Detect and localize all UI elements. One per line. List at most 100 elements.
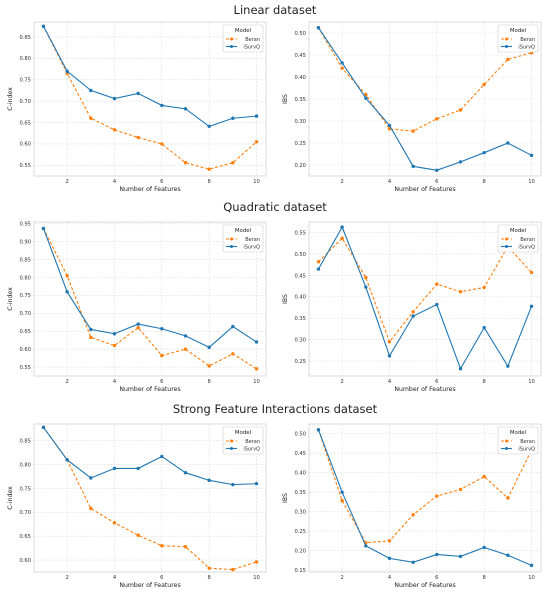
- y-tick-label: 0.65: [19, 329, 31, 335]
- y-tick-label: 0.50: [294, 432, 306, 438]
- data-point-isurvq: [207, 124, 211, 129]
- y-tick-label: 0.60: [19, 347, 31, 353]
- y-tick-label: 0.80: [19, 462, 31, 468]
- data-point-isurvq: [340, 61, 344, 65]
- plot-frame: [308, 21, 542, 177]
- x-tick-label: 8: [483, 179, 486, 185]
- data-point-isurvq: [340, 490, 344, 494]
- data-point-isurvq: [207, 345, 211, 350]
- data-point-beran: [482, 82, 486, 87]
- legend-label-beran: Beran: [245, 439, 260, 445]
- legend-label-beran: Beran: [520, 439, 535, 445]
- chart-strong-ibs: 2 4 6 8 10 0.15 0.20 0.25 0.30 0.35 0.40 0.45 0.50 Nu…: [282, 423, 542, 589]
- x-tick-label: 2: [340, 575, 343, 581]
- legend-marker-isurvq: [230, 45, 233, 48]
- data-point-isurvq: [136, 91, 140, 96]
- y-axis-label: C-index: [7, 486, 14, 510]
- data-point-isurvq: [435, 552, 439, 557]
- data-point-beran: [160, 142, 164, 146]
- data-point-beran: [435, 117, 439, 121]
- data-point-isurvq: [364, 96, 368, 100]
- data-point-isurvq: [254, 481, 259, 486]
- data-point-beran: [254, 367, 259, 371]
- data-point-beran: [435, 494, 439, 498]
- plot-frame: [308, 423, 542, 573]
- data-point-beran: [136, 325, 140, 330]
- data-point-beran: [254, 140, 259, 144]
- x-tick-label: 10: [528, 575, 535, 581]
- data-point-beran: [183, 161, 188, 165]
- legend-label-isurvq: iSurvQ: [518, 244, 535, 250]
- y-tick-label: 0.55: [19, 365, 31, 371]
- data-point-beran: [340, 66, 344, 70]
- chart-linear-cindex: 2 4 6 8 10 0.55 0.60 0.65 0.70 0.75 0.80 0.85 Number…: [7, 21, 267, 193]
- legend-marker-isurvq: [505, 447, 508, 450]
- x-tick-label: 4: [113, 575, 117, 581]
- data-point-isurvq: [183, 334, 188, 338]
- data-point-beran: [207, 566, 211, 570]
- data-point-isurvq: [112, 96, 117, 101]
- data-point-beran: [160, 544, 164, 548]
- y-tick-label: 0.75: [19, 293, 31, 299]
- x-tick-label: 6: [160, 575, 163, 581]
- series-line-isurvq: [43, 427, 257, 486]
- x-tick-label: 2: [340, 379, 343, 385]
- x-tick-label: 10: [528, 179, 535, 185]
- plot-frame: [308, 221, 542, 377]
- data-point-beran: [112, 343, 117, 348]
- plot-frame: [33, 221, 267, 377]
- y-tick-label: 0.15: [294, 568, 306, 574]
- legend-label-isurvq: iSurvQ: [243, 244, 260, 250]
- legend-label-isurvq: iSurvQ: [518, 446, 535, 452]
- legend-marker-isurvq: [505, 45, 508, 48]
- legend-marker-isurvq: [230, 447, 233, 450]
- data-point-beran: [183, 544, 188, 549]
- y-axis-label: IBS: [282, 94, 289, 104]
- y-tick-label: 0.50: [294, 252, 306, 258]
- x-tick-label: 10: [253, 179, 260, 185]
- data-point-isurvq: [387, 354, 392, 358]
- data-point-isurvq: [506, 553, 510, 557]
- y-axis-label: C-index: [7, 87, 14, 111]
- x-tick-label: 2: [65, 575, 68, 581]
- chart-linear-ibs: 2 4 6 8 10 0.20 0.25 0.30 0.35 0.40 0.45 0.50 Number…: [282, 21, 542, 193]
- y-tick-label: 0.85: [19, 439, 31, 445]
- section-title-linear: Linear dataset: [233, 3, 317, 17]
- data-point-beran: [89, 116, 93, 120]
- legend-marker-isurvq: [505, 245, 508, 248]
- data-point-beran: [112, 521, 117, 525]
- data-point-isurvq: [41, 24, 46, 28]
- data-point-beran: [458, 108, 463, 112]
- data-point-beran: [183, 347, 188, 351]
- y-tick-label: 0.70: [19, 99, 31, 105]
- y-tick-label: 0.30: [294, 119, 306, 125]
- x-axis-label: Number of Features: [394, 386, 455, 393]
- x-tick-label: 8: [483, 379, 486, 385]
- y-tick-label: 0.40: [294, 75, 306, 81]
- x-axis-label: Number of Features: [394, 582, 455, 589]
- y-tick-label: 0.40: [294, 295, 306, 301]
- data-point-beran: [136, 135, 140, 140]
- data-point-isurvq: [529, 153, 534, 158]
- legend-box: [222, 224, 264, 253]
- data-point-beran: [254, 560, 259, 564]
- y-tick-label: 0.70: [19, 311, 31, 317]
- chart-quadratic-ibs: 2 4 6 8 10 0.25 0.30 0.35 0.40 0.45 0.50 0.55 Number…: [282, 221, 542, 393]
- section-title-strong-interactions: Strong Feature Interactions dataset: [172, 402, 378, 416]
- data-point-isurvq: [183, 107, 188, 111]
- y-tick-label: 0.25: [294, 529, 306, 535]
- y-tick-label: 0.80: [19, 56, 31, 62]
- legend-box: [222, 24, 264, 53]
- data-point-isurvq: [506, 364, 510, 368]
- data-point-isurvq: [506, 141, 510, 145]
- data-point-beran: [529, 270, 534, 275]
- y-axis-label: IBS: [282, 493, 289, 503]
- data-point-beran: [340, 236, 344, 240]
- data-point-isurvq: [231, 116, 235, 120]
- data-point-beran: [387, 340, 392, 344]
- data-point-beran: [411, 129, 415, 133]
- y-tick-label: 0.85: [19, 35, 31, 41]
